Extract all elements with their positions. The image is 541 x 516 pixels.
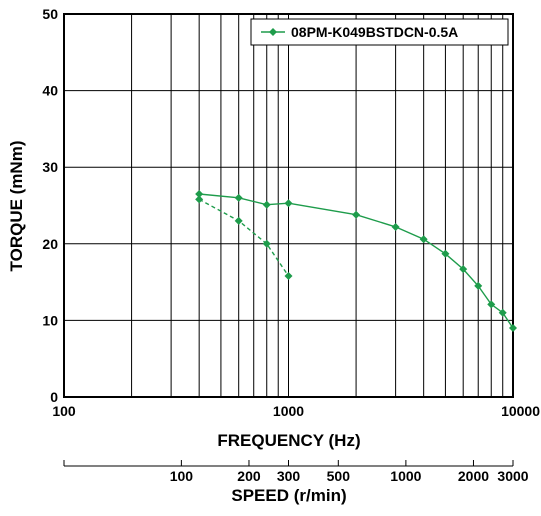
data-point [262, 239, 271, 248]
legend-marker [269, 28, 277, 36]
data-point [262, 200, 271, 209]
y-tick-label: 10 [42, 312, 58, 328]
legend-box [250, 18, 509, 46]
legend-label: 08PM-K049BSTDCN-0.5A [291, 24, 458, 40]
speed-tick-label: 200 [237, 468, 261, 484]
data-point [234, 216, 243, 225]
data-point [284, 199, 293, 208]
speed-tick-label: 500 [327, 468, 351, 484]
data-point [509, 324, 517, 333]
speed-axis-title: SPEED (r/min) [231, 486, 346, 505]
speed-axis-ticks: 100 200 300 500 1000 2000 3000 [170, 460, 529, 484]
series-line-2 [198, 198, 290, 277]
y-tick-label: 50 [42, 6, 58, 22]
speed-tick-label: 100 [170, 468, 194, 484]
x-tick-label: 1000 [273, 403, 304, 419]
data-point [441, 249, 450, 258]
speed-tick-label: 2000 [458, 468, 489, 484]
x-axis-title: FREQUENCY (Hz) [217, 431, 360, 450]
y-tick-label: 20 [42, 236, 58, 252]
x-tick-label: 10000 [501, 403, 540, 419]
plot-frame [63, 13, 514, 398]
data-point [487, 300, 496, 309]
data-point [419, 235, 428, 244]
x-tick-label: 100 [52, 403, 76, 419]
data-point [459, 265, 468, 274]
speed-tick-label: 3000 [497, 468, 528, 484]
y-tick-label: 40 [42, 83, 58, 99]
data-point [474, 281, 483, 290]
data-point [195, 195, 204, 204]
x-tick-labels: 100 1000 10000 [52, 403, 540, 419]
legend: 08PM-K049BSTDCN-0.5A [250, 18, 509, 46]
data-point [391, 222, 400, 231]
data-point [352, 210, 361, 219]
y-tick-label: 30 [42, 159, 58, 175]
data-point [234, 193, 243, 202]
speed-tick-label: 1000 [390, 468, 421, 484]
y-tick-label: 0 [50, 389, 58, 405]
speed-tick-label: 300 [277, 468, 301, 484]
data-point [195, 190, 204, 199]
series-group [195, 190, 517, 333]
data-point [284, 271, 293, 280]
data-point [498, 308, 507, 317]
y-axis-title: TORQUE (mNm) [7, 141, 26, 272]
y-tick-labels: 0 10 20 30 40 50 [42, 6, 58, 405]
